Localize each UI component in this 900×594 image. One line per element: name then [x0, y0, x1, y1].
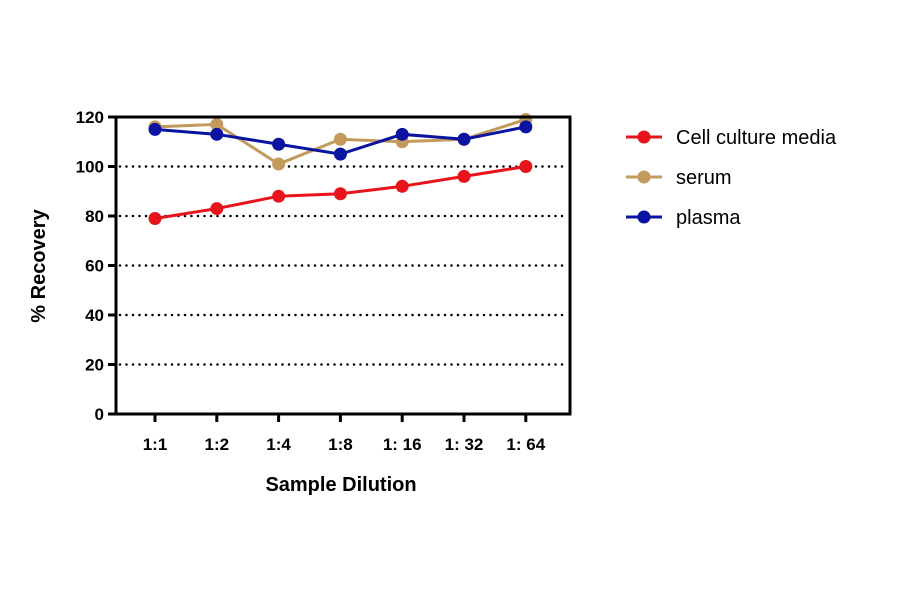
- series-serum: [148, 112, 533, 171]
- x-axis: 1:1 1:2 1:4 1:8 1: 16 1: 32 1: 64: [143, 414, 546, 454]
- x-tick-label: 1:4: [266, 435, 291, 454]
- x-tick-label: 1: 64: [506, 435, 545, 454]
- y-tick-label: 0: [95, 405, 104, 424]
- data-point: [272, 157, 286, 171]
- data-point: [148, 122, 162, 136]
- y-tick-label: 40: [85, 306, 104, 325]
- y-tick-label: 60: [85, 257, 104, 276]
- data-point: [395, 179, 409, 193]
- y-tick-label: 80: [85, 207, 104, 226]
- y-axis: 0 20 40 60 80 100 120: [76, 108, 116, 424]
- data-point: [210, 117, 224, 131]
- x-axis-label: Sample Dilution: [265, 474, 416, 496]
- legend-label: serum: [676, 167, 732, 189]
- legend-item: plasma: [626, 207, 741, 229]
- legend-item: Cell culture media: [626, 127, 837, 149]
- x-tick-label: 1: 16: [383, 435, 422, 454]
- y-axis-label: % Recovery: [28, 208, 50, 322]
- y-tick-label: 20: [85, 356, 104, 375]
- legend: Cell culture media serum plasma: [626, 127, 837, 229]
- data-point: [457, 169, 471, 183]
- legend-item: serum: [626, 167, 732, 189]
- y-tick-label: 120: [76, 108, 104, 127]
- data-point: [210, 127, 224, 141]
- x-tick-label: 1:2: [205, 435, 230, 454]
- data-point: [333, 187, 347, 201]
- y-tick-label: 100: [76, 158, 104, 177]
- legend-marker: [637, 170, 651, 184]
- legend-marker: [637, 130, 651, 144]
- data-point: [519, 120, 533, 134]
- x-tick-label: 1:1: [143, 435, 168, 454]
- series-cell-culture-media: [148, 160, 533, 225]
- data-point: [333, 132, 347, 146]
- data-point: [519, 160, 533, 173]
- legend-label: plasma: [676, 207, 741, 229]
- data-point: [457, 132, 471, 146]
- series-plasma: [148, 120, 533, 161]
- data-point: [210, 202, 224, 216]
- series-layer: [148, 112, 533, 225]
- data-point: [333, 147, 347, 161]
- data-point: [148, 211, 162, 225]
- x-tick-label: 1:8: [328, 435, 353, 454]
- legend-marker: [637, 210, 651, 224]
- legend-label: Cell culture media: [676, 127, 837, 149]
- data-point: [272, 137, 286, 151]
- data-point: [395, 127, 409, 141]
- data-point: [272, 189, 286, 203]
- x-tick-label: 1: 32: [445, 435, 484, 454]
